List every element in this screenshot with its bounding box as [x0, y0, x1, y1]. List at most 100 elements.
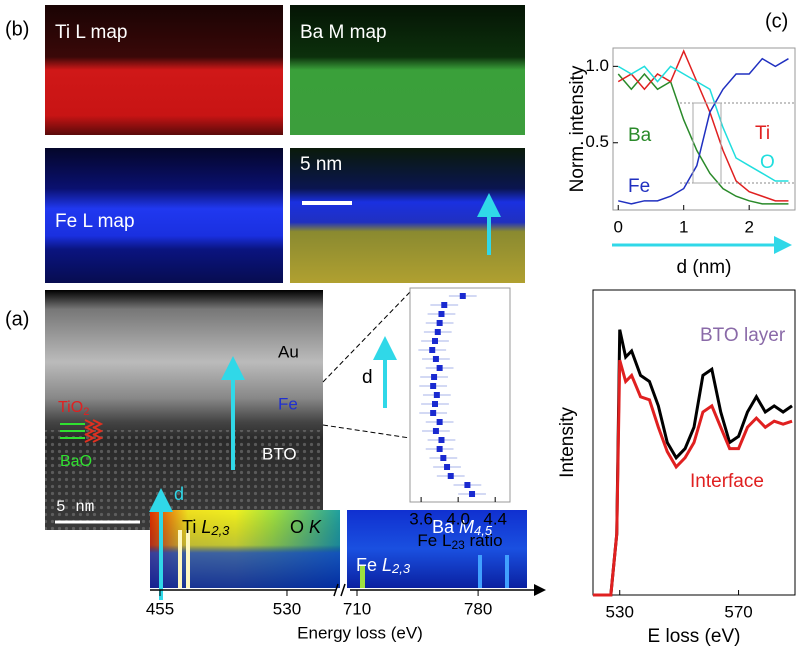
point	[432, 401, 438, 407]
point	[436, 320, 443, 326]
series-line	[617, 65, 789, 182]
peak	[186, 530, 190, 588]
text: Ti	[182, 517, 201, 537]
series-label: Interface	[690, 471, 764, 492]
y-tick-label: 1.0	[585, 56, 609, 75]
panel-label: (c)	[765, 10, 788, 32]
text: K	[309, 517, 322, 537]
spectrum-label: O K	[290, 517, 322, 537]
point	[438, 311, 445, 317]
panel-label: (a)	[5, 308, 29, 330]
arrows	[60, 419, 104, 443]
y-axis-title: Intensity	[557, 407, 578, 478]
text: 23	[451, 538, 465, 552]
series-line	[617, 49, 789, 202]
series-label: O	[760, 152, 775, 173]
point	[431, 374, 438, 380]
point	[432, 428, 439, 434]
x-axis-title: Fe L23 ratio	[417, 531, 502, 552]
plot-frame	[612, 47, 796, 211]
point	[430, 383, 437, 389]
point	[469, 491, 476, 497]
tio2-label: TiO2	[58, 399, 89, 418]
point	[438, 437, 445, 443]
zoom-line	[322, 424, 411, 439]
text: TiO	[58, 399, 83, 416]
peak	[178, 530, 182, 588]
point	[436, 446, 443, 452]
point	[436, 419, 443, 425]
spectrum-label: Ba M4,5	[432, 517, 493, 539]
point	[444, 464, 451, 470]
x-axis-title: Energy loss (eV)	[297, 623, 423, 642]
plot-frame	[592, 289, 796, 596]
y-axis-title: Norm. intensity	[567, 65, 588, 192]
text: Fe	[356, 555, 382, 575]
x-tick-label: 2	[744, 217, 753, 236]
text: L	[382, 555, 392, 575]
map-label: Fe L map	[55, 211, 135, 232]
series-line	[618, 57, 789, 205]
map-label: Ba M map	[300, 22, 387, 43]
text: O	[290, 517, 309, 537]
point	[434, 329, 441, 335]
y-axis-title: d	[362, 367, 373, 388]
x-tick-label: 4.0	[446, 509, 470, 528]
point	[432, 338, 438, 344]
point	[429, 347, 436, 353]
series-line	[593, 329, 793, 597]
x-tick-label: 780	[464, 599, 492, 618]
series-label: Ti	[755, 123, 770, 144]
point	[464, 482, 471, 488]
x-tick-label: 530	[273, 599, 301, 618]
series-line	[593, 359, 793, 597]
ba-spectrum-image	[347, 510, 527, 588]
layer-label: BTO	[262, 444, 297, 463]
text: 4,5	[474, 523, 493, 538]
axis-break	[333, 583, 346, 597]
x-tick-label: 1	[679, 217, 688, 236]
scale-label: 5 nm	[300, 154, 342, 175]
x-axis-title: E loss (eV)	[648, 626, 741, 647]
series-line	[617, 72, 789, 205]
point	[430, 410, 437, 416]
bao-label: BaO	[60, 453, 92, 470]
layer-label: Au	[278, 342, 299, 361]
text: 2,3	[210, 523, 230, 538]
text: 2,3	[391, 561, 411, 576]
x-axis-title: d (nm)	[677, 257, 732, 278]
text: 2	[83, 406, 89, 418]
point	[440, 455, 447, 461]
zoom-line	[322, 291, 411, 383]
y-tick-label: 0.5	[585, 132, 609, 151]
map-label: Ti L map	[55, 22, 128, 43]
x-tick-label: 0	[614, 217, 623, 236]
point	[432, 356, 439, 362]
peak	[360, 565, 365, 588]
highlight	[692, 102, 722, 184]
text: L	[201, 517, 211, 537]
ti-map	[45, 5, 283, 135]
panel-label: (b)	[5, 18, 29, 40]
x-tick-label: 530	[606, 602, 634, 621]
scale-label: 5 nm	[56, 498, 94, 516]
peak	[478, 555, 482, 588]
spectrum-label: Fe L2,3	[356, 555, 411, 577]
point	[447, 473, 454, 479]
point	[433, 392, 440, 398]
peak	[505, 555, 509, 588]
plot-frame	[409, 287, 511, 503]
series-label: BTO layer	[700, 325, 786, 346]
d-label: d	[174, 484, 184, 504]
series-label: Ba	[628, 125, 652, 146]
ba-map	[290, 5, 525, 135]
text: M	[459, 517, 474, 537]
series-label: Fe	[628, 176, 650, 197]
spectrum-label: Ti L2,3	[182, 517, 230, 539]
x-tick-label: 710	[343, 599, 371, 618]
x-tick-label: 4.4	[483, 509, 507, 528]
point	[436, 365, 443, 371]
point	[459, 293, 466, 299]
text: ratio	[465, 531, 503, 550]
